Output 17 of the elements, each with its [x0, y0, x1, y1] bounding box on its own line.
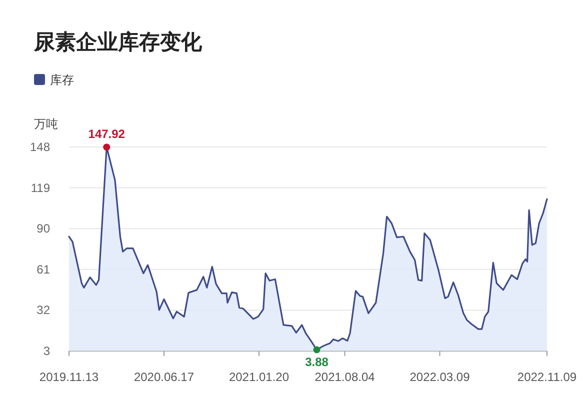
x-tick-label: 2019.11.13 — [39, 370, 99, 384]
y-tick-label: 90 — [36, 222, 50, 236]
y-tick-label: 148 — [30, 140, 50, 154]
legend-label: 库存 — [50, 73, 74, 87]
x-tick-label: 2022.03.09 — [410, 370, 470, 384]
annotation: 147.92 — [88, 127, 126, 142]
y-tick-label: 119 — [30, 180, 50, 195]
y-axis-title: 万吨 — [34, 117, 58, 131]
y-tick-label: 3 — [43, 344, 50, 358]
y-tick-label: 61 — [36, 262, 50, 276]
x-tick-label: 2020.06.17 — [134, 370, 194, 384]
x-tick-label: 2022.11.09 — [517, 370, 577, 384]
chart-title: 尿素企业库存变化 — [33, 30, 203, 54]
x-tick-label: 2021.01.20 — [228, 370, 290, 384]
y-tick-label: 32 — [36, 303, 50, 318]
x-tick-label: 2021.08.04 — [314, 370, 376, 384]
annotation: 3.88 — [305, 354, 329, 369]
